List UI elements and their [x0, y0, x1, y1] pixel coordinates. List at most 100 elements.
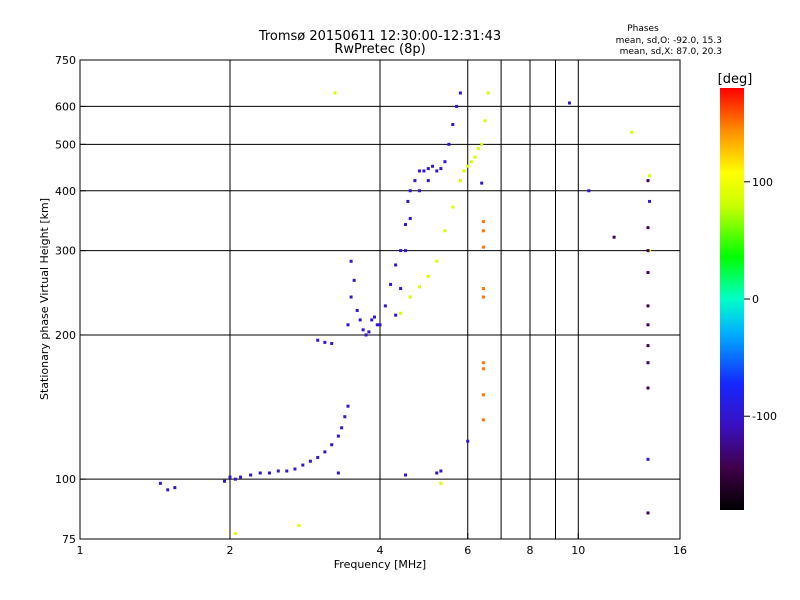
data-point	[646, 179, 650, 183]
data-point	[646, 361, 650, 365]
data-point	[426, 274, 430, 278]
data-point	[403, 473, 407, 477]
y-axis-label: Stationary phase Virtual Height [km]	[38, 198, 51, 400]
data-point	[481, 393, 485, 397]
data-point	[276, 469, 280, 473]
y-tick-label: 600	[55, 100, 76, 113]
data-point	[249, 473, 253, 477]
data-point	[399, 287, 403, 291]
data-point	[587, 189, 591, 193]
data-point	[458, 91, 462, 95]
data-point	[394, 263, 398, 267]
data-point	[408, 189, 412, 193]
data-point	[223, 479, 227, 483]
data-point	[476, 147, 480, 151]
data-point	[447, 142, 451, 146]
y-tick-label: 750	[55, 54, 76, 67]
data-point	[646, 249, 650, 253]
data-point	[439, 469, 443, 473]
x-tick-label: 6	[464, 544, 471, 557]
x-tick-label: 4	[377, 544, 384, 557]
data-point	[406, 199, 410, 203]
data-point	[355, 308, 359, 312]
data-point	[646, 323, 650, 327]
data-point	[646, 271, 650, 275]
data-point	[367, 330, 371, 334]
data-point	[439, 167, 443, 171]
data-point	[373, 315, 377, 319]
data-point	[612, 235, 616, 239]
data-point	[399, 311, 403, 315]
data-point	[343, 415, 347, 419]
data-point	[352, 278, 356, 282]
y-tick-label: 500	[55, 138, 76, 151]
data-point	[439, 481, 443, 485]
data-point	[435, 259, 439, 263]
x-tick-label: 1	[77, 544, 84, 557]
data-point	[646, 457, 650, 461]
data-point	[443, 160, 447, 164]
data-point	[648, 174, 652, 178]
data-point	[648, 199, 652, 203]
chart-subtitle: RwPretec (8p)	[334, 42, 425, 57]
data-point	[431, 164, 435, 168]
data-point	[435, 169, 439, 173]
phases-o-mode: mean, sd,O: -92.0, 15.3	[616, 36, 722, 46]
data-point	[480, 142, 484, 146]
data-point	[403, 249, 407, 253]
data-point	[466, 439, 470, 443]
data-point	[323, 450, 327, 454]
data-point	[158, 481, 162, 485]
data-point	[435, 471, 439, 475]
y-tick-label: 300	[55, 245, 76, 258]
x-tick-label: 10	[571, 544, 585, 557]
data-point	[301, 463, 305, 467]
data-point	[480, 181, 484, 185]
data-point	[481, 245, 485, 249]
data-point	[267, 471, 271, 475]
data-point	[166, 488, 170, 492]
data-point	[417, 189, 421, 193]
data-point	[422, 169, 426, 173]
data-point	[481, 367, 485, 371]
grid-lines	[80, 60, 680, 539]
data-point	[389, 282, 393, 286]
phases-heading: Phases	[627, 24, 659, 34]
x-tick-label: 2	[227, 544, 234, 557]
y-axis-ticks: 75 100 200 300 400 500 600 750	[55, 54, 86, 546]
data-point	[173, 486, 177, 490]
y-tick-label: 400	[55, 185, 76, 198]
data-point	[358, 318, 362, 322]
data-point	[481, 361, 485, 365]
y-tick-label: 75	[62, 533, 76, 546]
data-point	[349, 295, 353, 299]
data-point	[481, 229, 485, 233]
data-point	[239, 475, 243, 479]
data-point	[483, 119, 487, 123]
data-point	[293, 467, 297, 471]
data-point	[346, 404, 350, 408]
data-point	[383, 304, 387, 308]
data-point	[413, 179, 417, 183]
data-point	[285, 469, 289, 473]
data-point	[646, 226, 650, 230]
data-point	[408, 217, 412, 221]
chart-title: Tromsø 20150611 12:30:00-12:31:43	[258, 29, 501, 44]
colorbar-ticks: 100 0 -100	[744, 176, 777, 423]
phase-colorbar	[720, 88, 744, 510]
y-tick-label: 100	[55, 473, 76, 486]
data-point	[233, 532, 237, 536]
data-point	[336, 434, 340, 438]
x-axis-label: Frequency [MHz]	[334, 558, 426, 571]
data-point	[323, 340, 327, 344]
data-point	[378, 323, 382, 327]
data-point	[370, 318, 374, 322]
colorbar-tick-label: 100	[752, 176, 773, 189]
data-point	[361, 328, 365, 332]
colorbar-unit-label: [deg]	[718, 72, 753, 87]
data-point	[316, 338, 320, 342]
data-point	[458, 179, 462, 183]
data-point	[426, 179, 430, 183]
x-tick-label: 8	[527, 544, 534, 557]
